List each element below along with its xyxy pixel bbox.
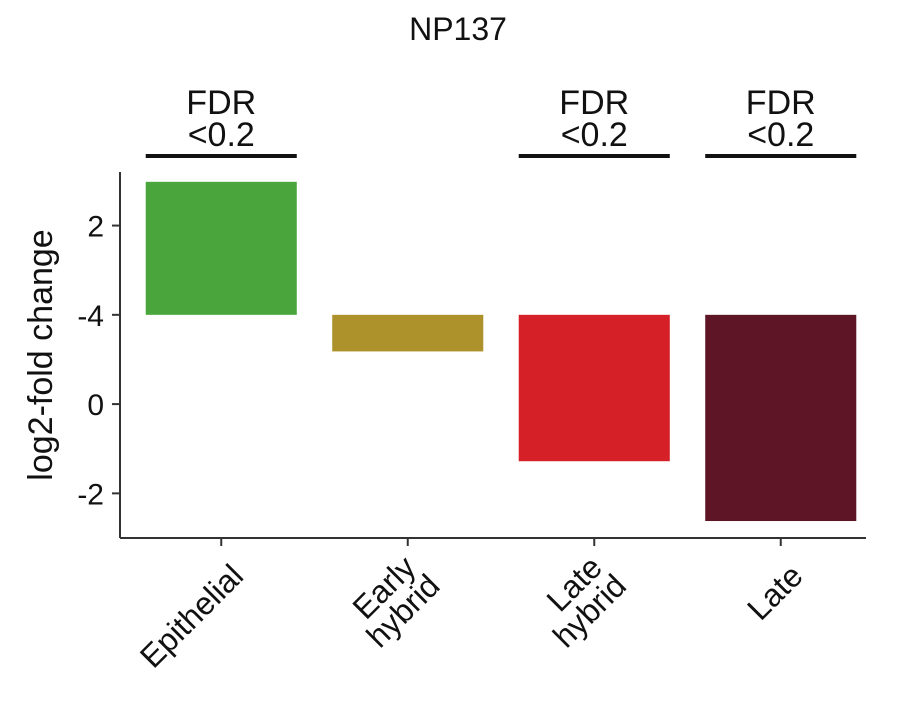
y-tick-label: -2	[77, 478, 104, 511]
annotation: <0.2	[188, 116, 255, 154]
chart-title: NP137	[409, 11, 507, 47]
annotation: FDR	[559, 84, 629, 122]
bar	[332, 314, 484, 352]
y-tick-label: 2	[87, 211, 104, 244]
bar	[518, 314, 670, 462]
x-tick-label: Late	[740, 557, 809, 626]
bar	[705, 314, 857, 522]
y-tick-label: 0	[87, 389, 104, 422]
annotation: FDR	[746, 84, 816, 122]
x-tick-label: Earlyhybrid	[338, 546, 446, 654]
annotation: FDR	[186, 84, 256, 122]
x-tick-label: Latehybrid	[525, 546, 633, 654]
annotation: <0.2	[747, 116, 814, 154]
y-tick-label: -4	[77, 300, 104, 333]
y-axis-label: log2-fold change	[22, 229, 60, 480]
x-tick-label-line: Late	[740, 557, 809, 626]
x-tick-label-line: Epithelial	[133, 557, 250, 674]
annotation: <0.2	[561, 116, 628, 154]
bar	[145, 181, 297, 315]
x-tick-label: Epithelial	[133, 557, 250, 674]
